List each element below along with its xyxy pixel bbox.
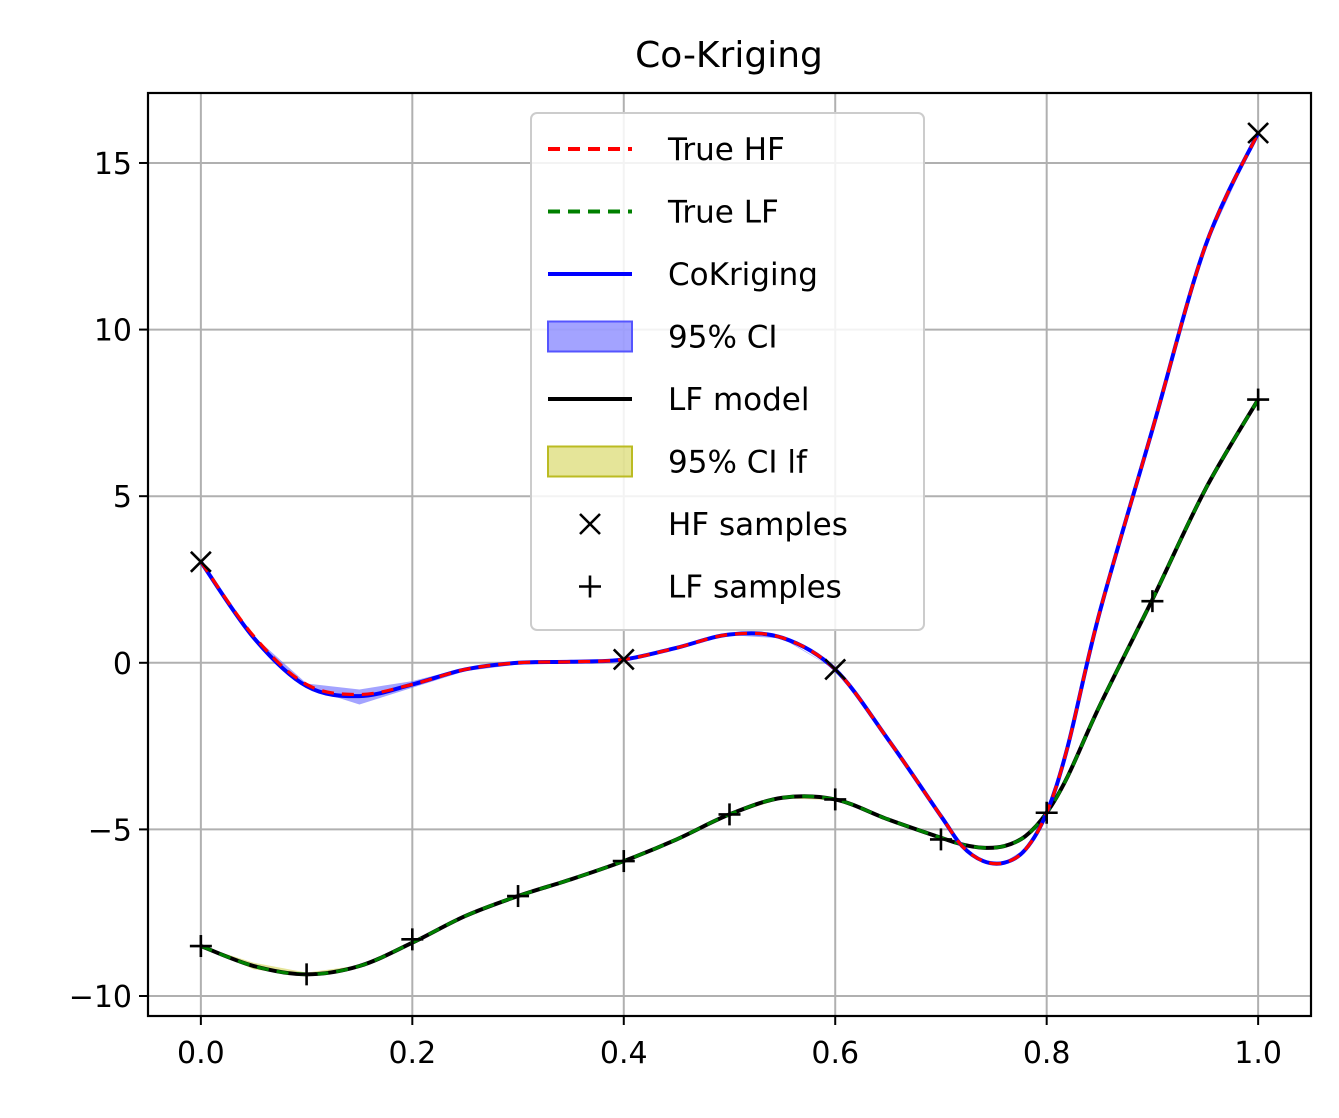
lf-sample-marker <box>929 828 952 851</box>
y-tick-label: −5 <box>88 813 132 848</box>
legend-handle <box>579 575 601 598</box>
lf-sample-marker <box>189 935 212 958</box>
plot-frame <box>146 91 1313 1018</box>
x-tick-label: 0.8 <box>1023 1036 1071 1071</box>
x-tick-label: 0.0 <box>177 1036 225 1071</box>
legend-entry-true-lf: True LF <box>548 195 779 231</box>
y-tick-label: 15 <box>94 147 132 182</box>
legend-entry-true-hf: True HF <box>548 132 785 168</box>
legend-label: HF samples <box>668 507 848 543</box>
legend-label: LF model <box>668 382 809 418</box>
legend-label: 95% CI lf <box>668 445 808 481</box>
legend: True HF True LF CoKriging 95% CI LF model 95%… <box>530 112 925 631</box>
series-line-cokriging <box>199 132 1260 866</box>
y-tick-label: −10 <box>69 980 132 1015</box>
legend-label: True LF <box>667 195 779 231</box>
legend-handle <box>547 320 633 353</box>
legend-handle <box>547 445 633 478</box>
lf-sample-marker <box>401 928 424 951</box>
lf-sample-marker <box>1141 590 1164 613</box>
hf-sample-marker <box>189 550 212 573</box>
axis-ticks: 0.0 0.2 0.4 0.6 0.8 1.0 −10 −5 0 5 10 15 <box>69 147 1282 1071</box>
lf-sample-marker <box>295 963 318 986</box>
lf-sample-marker <box>507 885 530 908</box>
legend-label: True HF <box>667 132 785 168</box>
y-tick-label: 10 <box>94 314 132 349</box>
legend-label: LF samples <box>668 570 842 606</box>
lf-sample-marker <box>612 850 635 873</box>
chart-title: Co-Kriging <box>635 35 823 76</box>
legend-entry-95-ci-lf: 95% CI lf <box>547 445 808 481</box>
x-tick-label: 0.4 <box>600 1036 648 1071</box>
legend-entry-cokriging: CoKriging <box>548 257 818 293</box>
legend-entry-hf-samples: HF samples <box>579 507 848 543</box>
lf-sample-marker <box>1035 801 1058 824</box>
legend-label: CoKriging <box>668 257 818 293</box>
x-tick-label: 0.6 <box>811 1036 859 1071</box>
sample-markers <box>189 122 1270 986</box>
legend-handle <box>579 513 601 535</box>
legend-box <box>530 112 925 631</box>
legend-label: 95% CI <box>668 320 778 356</box>
legend-entry-lf-samples: LF samples <box>579 570 842 606</box>
y-tick-label: 5 <box>113 480 132 515</box>
hf-sample-marker <box>824 658 847 681</box>
x-tick-label: 0.2 <box>388 1036 436 1071</box>
legend-entry-lf-model: LF model <box>548 382 809 418</box>
hf-sample-marker <box>1247 122 1270 144</box>
lf-sample-marker <box>1247 388 1270 411</box>
hf-sample-marker <box>612 648 635 671</box>
lf-sample-marker <box>824 788 847 811</box>
x-tick-label: 1.0 <box>1234 1036 1282 1071</box>
lf-sample-marker <box>718 803 741 826</box>
legend-entry-95-ci: 95% CI <box>547 320 778 356</box>
y-tick-label: 0 <box>113 647 132 682</box>
